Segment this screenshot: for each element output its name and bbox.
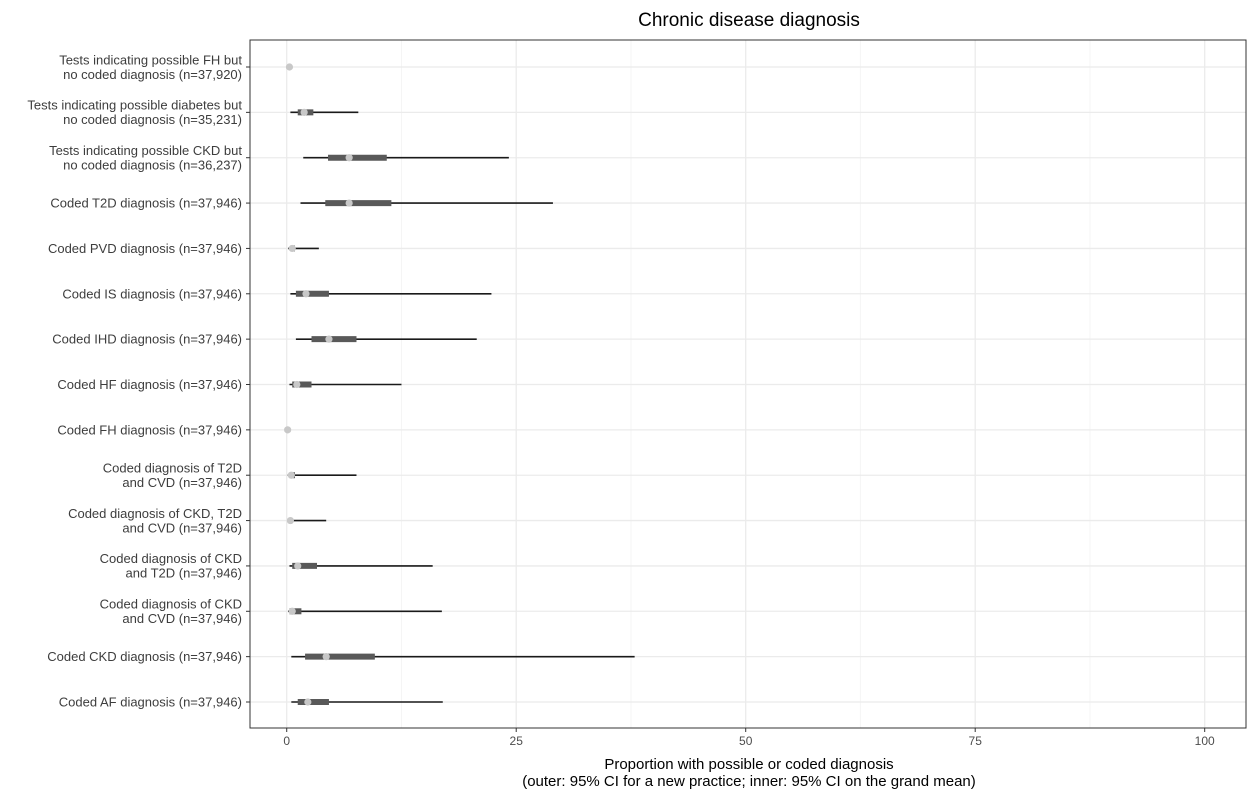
point-estimate xyxy=(325,335,333,343)
point-estimate xyxy=(284,426,292,434)
category-label: Coded IS diagnosis (n=37,946) xyxy=(62,286,242,301)
category-label: Coded PVD diagnosis (n=37,946) xyxy=(48,241,242,256)
category-label: Coded diagnosis of T2D and CVD (n=37,946) xyxy=(103,460,242,490)
point-estimate xyxy=(287,471,295,479)
point-estimate xyxy=(304,698,312,706)
interval-marks xyxy=(284,63,635,706)
x-axis: 0 25 50 75 100 xyxy=(283,728,1215,748)
x-tick-label: 75 xyxy=(969,734,983,748)
category-labels: Tests indicating possible FH but no coded… xyxy=(27,52,250,710)
category-label: Coded T2D diagnosis (n=37,946) xyxy=(50,196,242,211)
point-estimate xyxy=(288,244,296,253)
category-label: Tests indicating possible FH but no coded… xyxy=(59,52,242,82)
x-axis-title: Proportion with possible or coded diagno… xyxy=(604,756,893,773)
category-label: Tests indicating possible diabetes but no… xyxy=(27,98,242,128)
chart-title: Chronic disease diagnosis xyxy=(638,10,860,31)
point-estimate xyxy=(293,380,301,389)
point-estimate xyxy=(294,562,302,570)
point-estimate xyxy=(345,154,353,162)
category-label: Coded diagnosis of CKD and CVD (n=37,946) xyxy=(100,597,242,627)
category-label: Coded diagnosis of CKD and T2D (n=37,946) xyxy=(100,551,242,581)
point-estimate xyxy=(285,63,294,71)
category-label: Coded IHD diagnosis (n=37,946) xyxy=(52,332,242,347)
point-estimate xyxy=(345,199,353,207)
category-label: Tests indicating possible CKD but no code… xyxy=(49,143,242,173)
x-tick-label: 100 xyxy=(1195,734,1215,748)
point-estimate xyxy=(302,290,310,298)
x-axis-note: (outer: 95% CI for a new practice; inner… xyxy=(522,773,976,790)
point-estimate xyxy=(288,607,296,615)
category-label: Coded HF diagnosis (n=37,946) xyxy=(57,377,242,392)
point-estimate xyxy=(286,516,294,525)
category-label: Coded FH diagnosis (n=37,946) xyxy=(57,422,242,437)
point-estimate xyxy=(322,653,330,661)
x-tick-label: 25 xyxy=(510,734,524,748)
category-label: Coded AF diagnosis (n=37,946) xyxy=(59,695,242,710)
x-tick-label: 50 xyxy=(739,734,753,748)
point-estimate xyxy=(300,108,308,116)
category-label: Coded diagnosis of CKD, T2D and CVD (n=37… xyxy=(68,506,242,536)
category-label: Coded CKD diagnosis (n=37,946) xyxy=(47,649,242,664)
x-tick-label: 0 xyxy=(283,734,290,748)
